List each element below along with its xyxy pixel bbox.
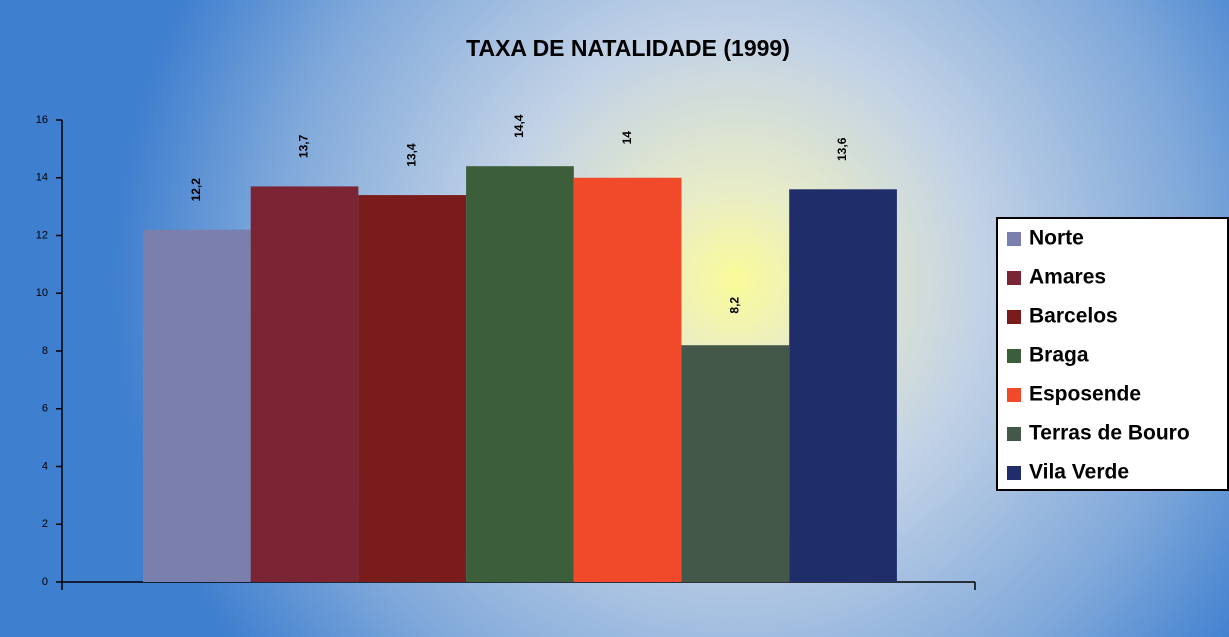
y-tick-label: 6	[42, 403, 48, 415]
bar	[573, 177, 682, 582]
legend-label: Amares	[1029, 266, 1106, 289]
bar	[143, 229, 251, 582]
legend-label: Terras de Bouro	[1029, 422, 1190, 445]
data-label: 14	[620, 131, 634, 145]
legend-label: Braga	[1029, 344, 1089, 367]
legend-swatch	[1007, 232, 1021, 246]
y-tick-label: 8	[42, 345, 48, 357]
y-tick-label: 0	[42, 576, 48, 588]
legend-swatch	[1007, 271, 1021, 285]
y-tick-label: 10	[36, 287, 48, 299]
legend-swatch	[1007, 310, 1021, 324]
legend	[996, 217, 1229, 491]
y-tick-label: 16	[36, 114, 48, 126]
bar	[681, 345, 790, 582]
data-label: 8,2	[728, 297, 742, 314]
legend-swatch	[1007, 427, 1021, 441]
bar	[466, 166, 574, 582]
bar	[789, 189, 897, 583]
bar	[250, 186, 359, 582]
legend-label: Vila Verde	[1029, 461, 1129, 484]
data-label: 14,4	[512, 114, 526, 138]
legend-label: Barcelos	[1029, 305, 1118, 328]
legend-swatch	[1007, 388, 1021, 402]
legend-swatch	[1007, 466, 1021, 480]
legend-label: Esposende	[1029, 383, 1141, 406]
data-label: 12,2	[189, 178, 203, 202]
chart-title: TAXA DE NATALIDADE (1999)	[466, 35, 790, 61]
y-tick-label: 2	[42, 518, 48, 530]
y-tick-label: 14	[36, 172, 48, 184]
data-label: 13,4	[404, 143, 418, 167]
legend-label: Norte	[1029, 227, 1084, 250]
y-tick-label: 12	[36, 229, 48, 241]
y-tick-label: 4	[42, 460, 48, 472]
data-label: 13,6	[835, 137, 849, 161]
legend-swatch	[1007, 349, 1021, 363]
data-label: 13,7	[297, 134, 311, 158]
bar	[358, 195, 467, 582]
